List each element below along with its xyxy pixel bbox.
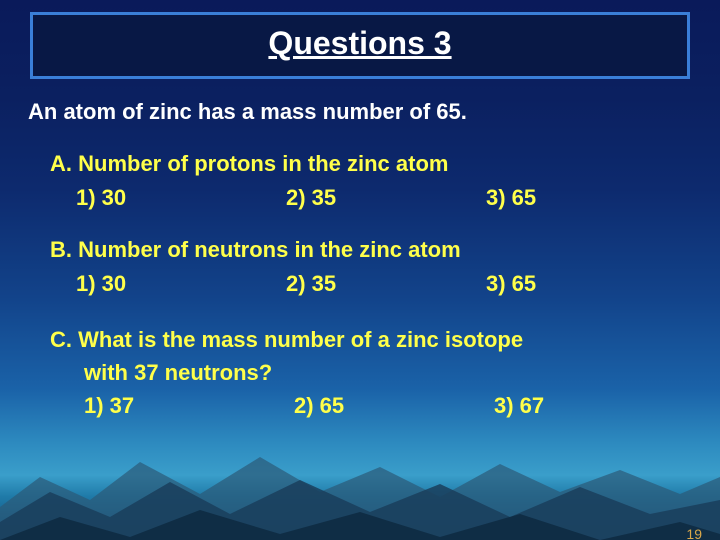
- question-a-label: A. Number of protons in the zinc atom: [50, 151, 692, 177]
- question-c: C. What is the mass number of a zinc iso…: [28, 323, 692, 419]
- question-c-label: C. What is the mass number of a zinc iso…: [50, 323, 692, 389]
- option: 2) 35: [286, 271, 486, 297]
- question-b: B. Number of neutrons in the zinc atom 1…: [28, 237, 692, 297]
- question-c-line2: with 37 neutrons?: [84, 356, 692, 389]
- slide-number: 19: [686, 526, 702, 540]
- question-b-options: 1) 30 2) 35 3) 65: [76, 271, 692, 297]
- title-box: Questions 3: [30, 12, 690, 79]
- option: 2) 65: [294, 393, 494, 419]
- question-a: A. Number of protons in the zinc atom 1)…: [28, 151, 692, 211]
- slide-content: An atom of zinc has a mass number of 65.…: [0, 79, 720, 419]
- option: 1) 30: [76, 185, 286, 211]
- question-c-line1: C. What is the mass number of a zinc iso…: [50, 323, 692, 356]
- question-a-options: 1) 30 2) 35 3) 65: [76, 185, 692, 211]
- question-c-options: 1) 37 2) 65 3) 67: [84, 393, 692, 419]
- option: 3) 65: [486, 185, 536, 211]
- option: 3) 67: [494, 393, 544, 419]
- option: 1) 30: [76, 271, 286, 297]
- question-b-label: B. Number of neutrons in the zinc atom: [50, 237, 692, 263]
- mountain-backdrop: [0, 422, 720, 540]
- option: 2) 35: [286, 185, 486, 211]
- option: 3) 65: [486, 271, 536, 297]
- slide-title: Questions 3: [33, 25, 687, 62]
- option: 1) 37: [84, 393, 294, 419]
- intro-text: An atom of zinc has a mass number of 65.: [28, 99, 692, 125]
